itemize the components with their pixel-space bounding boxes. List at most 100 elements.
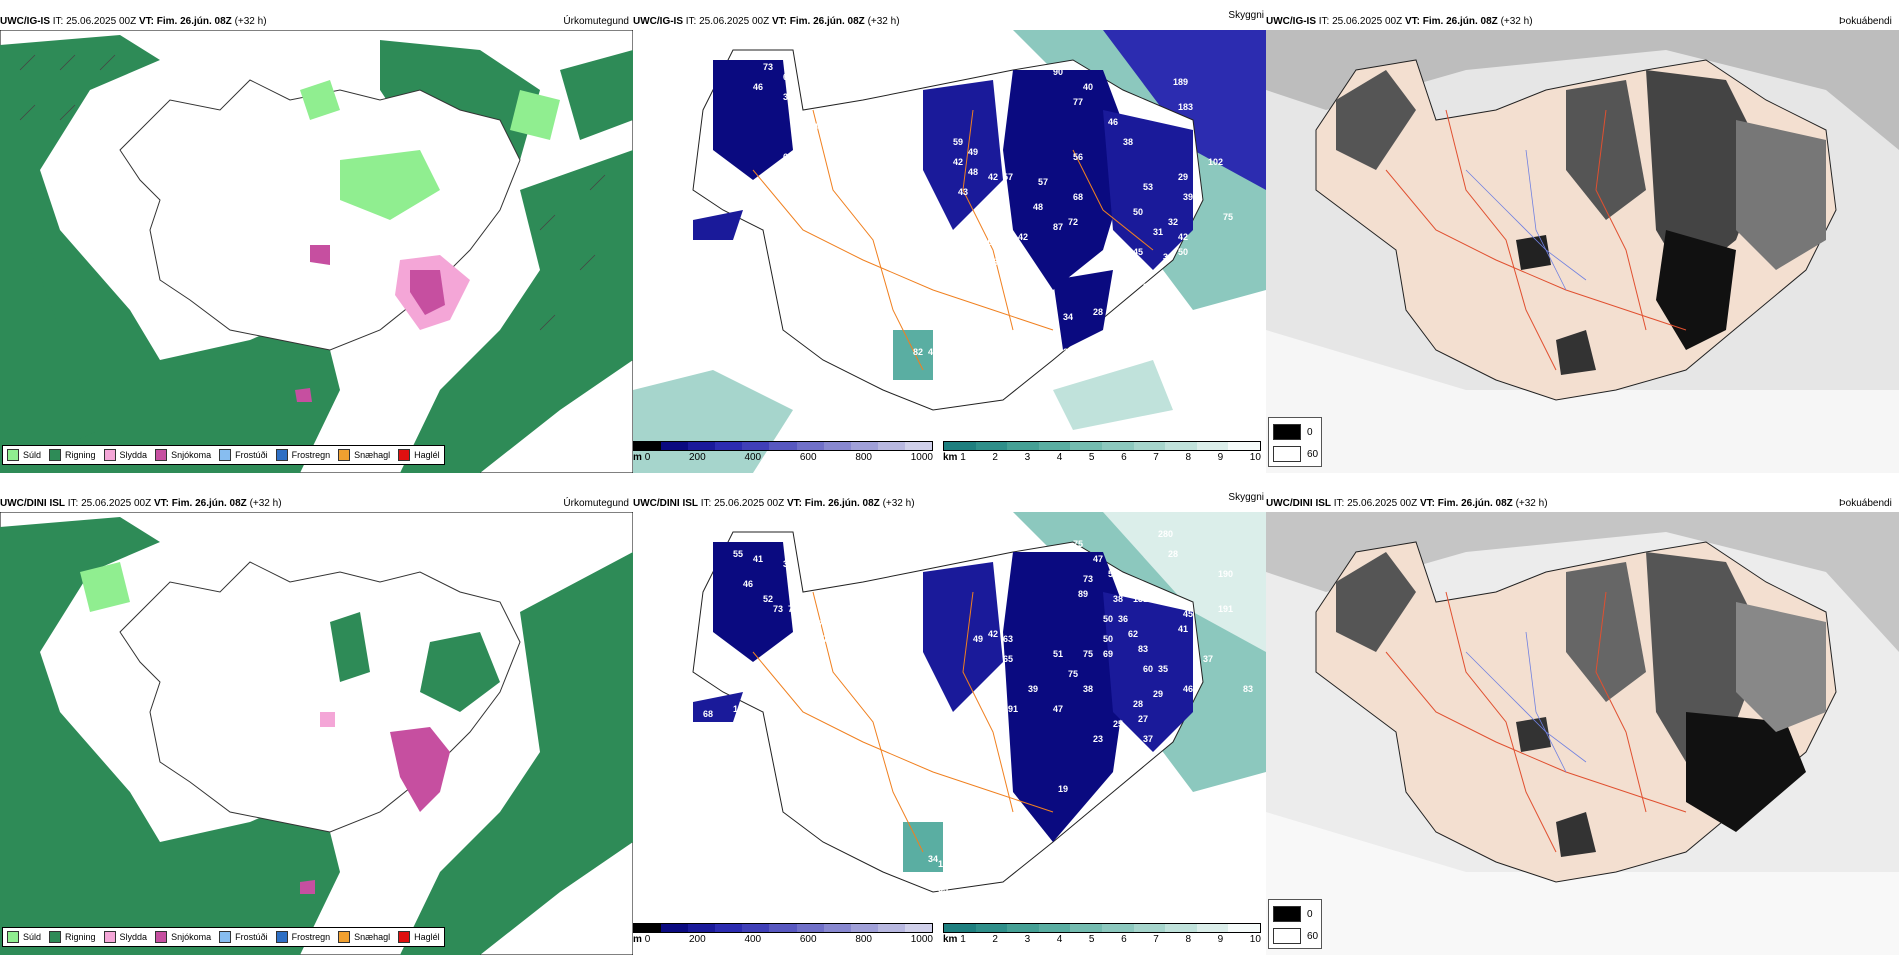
svg-text:62: 62: [1128, 629, 1138, 639]
svg-text:102: 102: [1208, 157, 1223, 167]
svg-text:65: 65: [1003, 654, 1013, 664]
legend-item: Snjókoma: [155, 449, 211, 461]
product-label: Úrkomutegund: [563, 498, 629, 509]
svg-text:81: 81: [988, 694, 998, 704]
svg-text:38: 38: [1123, 137, 1133, 147]
panel-bot-mid-visibility: UWC/DINI ISL IT: 25.06.2025 00Z VT: Fim.…: [633, 490, 1266, 955]
svg-text:87: 87: [1053, 222, 1063, 232]
precip-type-map: [0, 30, 633, 473]
svg-text:28: 28: [1093, 307, 1103, 317]
svg-text:28: 28: [1133, 699, 1143, 709]
svg-text:75: 75: [1073, 539, 1083, 549]
fog-map: [1266, 512, 1899, 955]
svg-text:47: 47: [928, 347, 938, 357]
svg-text:83: 83: [1243, 684, 1253, 694]
legend-item: Súld: [7, 449, 41, 461]
svg-text:37: 37: [1143, 734, 1153, 744]
svg-text:45: 45: [1133, 247, 1143, 257]
legend-item: Rigning: [49, 931, 96, 943]
svg-text:41: 41: [753, 554, 763, 564]
svg-text:75: 75: [1068, 669, 1078, 679]
svg-text:50: 50: [1178, 247, 1188, 257]
svg-text:190: 190: [1218, 569, 1233, 579]
visibility-colorbar-bar: [943, 441, 1261, 451]
svg-text:22: 22: [1063, 347, 1073, 357]
svg-text:42: 42: [1178, 232, 1188, 242]
svg-text:39: 39: [1183, 192, 1193, 202]
svg-text:34: 34: [928, 854, 938, 864]
svg-text:67: 67: [998, 202, 1008, 212]
svg-text:57: 57: [1038, 177, 1048, 187]
visibility-map: 73 61 46 36 44 63 51 54 42 51 90 40 189 183 77 46 38…: [633, 30, 1266, 473]
legend-item: Snjókoma: [155, 931, 211, 943]
svg-text:46: 46: [1183, 684, 1193, 694]
panel-top-right-fog: UWC/IG-IS IT: 25.06.2025 00Z VT: Fim. 26…: [1266, 8, 1899, 473]
visibility-colorbar-ticks: km 1 2 3 4 5 6 7 8 9 10: [943, 934, 1261, 945]
height-colorbar: m 0 200 400 600 800 1000: [633, 441, 933, 465]
svg-text:27: 27: [1138, 714, 1148, 724]
svg-text:68: 68: [703, 709, 713, 719]
svg-text:72: 72: [1068, 217, 1078, 227]
svg-text:112: 112: [938, 859, 953, 869]
legend-item: Slydda: [103, 449, 147, 461]
height-colorbar: m 0 200 400 600 800 1000: [633, 923, 933, 947]
panel-bot-left-precip: UWC/DINI ISL IT: 25.06.2025 00Z VT: Fim.…: [0, 490, 633, 955]
height-colorbar-ticks: m 0 200 400 600 800 1000: [633, 452, 933, 463]
svg-text:93: 93: [773, 689, 783, 699]
svg-text:36: 36: [1118, 614, 1128, 624]
panel-title: UWC/DINI ISL IT: 25.06.2025 00Z VT: Fim.…: [0, 498, 282, 509]
svg-text:29: 29: [1178, 172, 1188, 182]
svg-text:77: 77: [788, 604, 798, 614]
svg-text:55: 55: [733, 549, 743, 559]
svg-text:51: 51: [953, 247, 963, 257]
svg-text:54: 54: [1028, 267, 1038, 277]
svg-text:28: 28: [1168, 549, 1178, 559]
svg-text:41: 41: [1178, 624, 1188, 634]
svg-text:44: 44: [813, 122, 823, 132]
svg-text:39: 39: [1143, 282, 1153, 292]
legend-item: Súld: [7, 931, 41, 943]
svg-text:51: 51: [1053, 649, 1063, 659]
legend-item: Haglél: [398, 449, 440, 461]
svg-text:73: 73: [763, 62, 773, 72]
svg-text:189: 189: [1173, 77, 1188, 87]
panel-top-left-precip: UWC/IG-IS IT: 25.06.2025 00Z VT: Fim. 26…: [0, 8, 633, 473]
svg-text:36: 36: [783, 92, 793, 102]
svg-text:63: 63: [783, 152, 793, 162]
svg-text:46: 46: [743, 579, 753, 589]
fog-legend: 0 60: [1268, 417, 1322, 467]
svg-text:44: 44: [1013, 247, 1023, 257]
visibility-colorbar: km 1 2 3 4 5 6 7 8 9 10: [943, 441, 1261, 465]
height-colorbar-ticks: m 0 200 400 600 800 1000: [633, 934, 933, 945]
legend-item: Haglél: [398, 931, 440, 943]
panel-title: UWC/IG-IS IT: 25.06.2025 00Z VT: Fim. 26…: [0, 16, 267, 27]
fog-map: [1266, 30, 1899, 473]
precip-legend: Súld Rigning Slydda Snjókoma Frostúði Fr…: [2, 445, 445, 465]
svg-text:104: 104: [733, 704, 748, 714]
product-label: Þokuábendi: [1839, 498, 1892, 509]
svg-text:77: 77: [1073, 97, 1083, 107]
svg-text:56: 56: [1108, 569, 1118, 579]
svg-text:37: 37: [1123, 277, 1133, 287]
svg-text:29: 29: [1153, 689, 1163, 699]
svg-text:61: 61: [783, 72, 793, 82]
svg-text:48: 48: [968, 167, 978, 177]
visibility-colorbar-ticks: km 1 2 3 4 5 6 7 8 9 10: [943, 452, 1261, 463]
visibility-colorbar: km 1 2 3 4 5 6 7 8 9 10: [943, 923, 1261, 947]
height-colorbar-bar: [633, 441, 933, 451]
svg-text:63: 63: [1003, 634, 1013, 644]
svg-text:54: 54: [813, 192, 823, 202]
svg-text:68: 68: [1073, 192, 1083, 202]
svg-text:50: 50: [1103, 634, 1113, 644]
svg-text:69: 69: [1103, 649, 1113, 659]
svg-text:42: 42: [953, 157, 963, 167]
svg-text:42: 42: [1018, 232, 1028, 242]
svg-text:55: 55: [938, 884, 948, 894]
svg-text:40: 40: [808, 579, 818, 589]
svg-text:60: 60: [1143, 664, 1153, 674]
svg-text:42: 42: [988, 629, 998, 639]
svg-text:40: 40: [1083, 82, 1093, 92]
svg-text:75: 75: [1083, 649, 1093, 659]
svg-text:35: 35: [1158, 664, 1168, 674]
legend-item: Snæhagl: [338, 449, 390, 461]
